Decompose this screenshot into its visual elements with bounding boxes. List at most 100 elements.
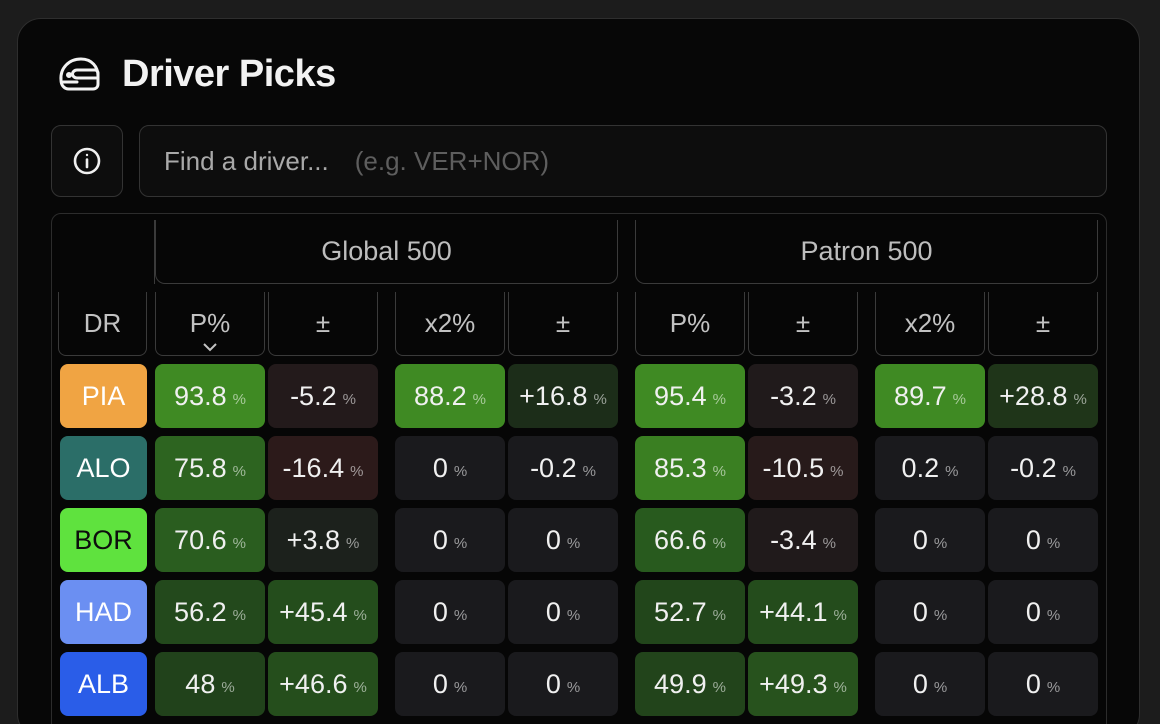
percent-sign: % <box>712 606 726 624</box>
search-placeholder: Find a driver... <box>164 145 329 176</box>
column-header-global-x2-pct[interactable]: x2% <box>395 292 505 356</box>
search-input[interactable]: Find a driver... (e.g. VER+NOR) <box>139 125 1107 197</box>
driver-badge-alb[interactable]: ALB <box>60 652 147 716</box>
cell-patron-pick-delta: -3.2% <box>748 364 858 428</box>
driver-badge-bor[interactable]: BOR <box>60 508 147 572</box>
percent-sign: % <box>232 462 246 480</box>
column-header-global-x2-delta[interactable]: ± <box>508 292 618 356</box>
driver-badge-alo[interactable]: ALO <box>60 436 147 500</box>
cell-value: 0 <box>545 524 561 555</box>
percent-sign: % <box>232 534 246 552</box>
cell-global-pick-delta: +45.4% <box>268 580 378 644</box>
column-header-patron-pick-pct[interactable]: P% <box>635 292 745 356</box>
cell-value: 89.7 <box>894 380 947 411</box>
percent-sign: % <box>472 390 486 408</box>
percent-sign: % <box>453 606 468 624</box>
percent-sign: % <box>453 678 468 696</box>
cell-global-x2-delta: 0% <box>508 580 618 644</box>
cell-value: 0 <box>912 524 928 555</box>
cell-value: -3.2 <box>770 380 817 411</box>
percent-sign: % <box>566 534 581 552</box>
cell-value: 49.9 <box>654 668 707 699</box>
cell-value: 88.2 <box>414 380 467 411</box>
cell-patron-x2-delta: 0% <box>988 580 1098 644</box>
column-header-global-pick-delta[interactable]: ± <box>268 292 378 356</box>
percent-sign: % <box>566 606 581 624</box>
chevron-down-icon <box>203 343 217 352</box>
cell-global-x2-delta: 0% <box>508 652 618 716</box>
cell-patron-x2-pct: 0% <box>875 580 985 644</box>
cell-value: +46.6 <box>279 668 348 699</box>
cell-value: 0 <box>1025 668 1041 699</box>
cell-value: -10.5 <box>762 452 825 483</box>
percent-sign: % <box>221 678 235 696</box>
percent-sign: % <box>1046 606 1061 624</box>
column-header-patron-pick-delta[interactable]: ± <box>748 292 858 356</box>
percent-sign: % <box>350 462 364 480</box>
cell-patron-x2-pct: 89.7% <box>875 364 985 428</box>
percent-sign: % <box>830 462 844 480</box>
cell-global-pick-pct: 48% <box>155 652 265 716</box>
cell-patron-pick-pct: 95.4% <box>635 364 745 428</box>
info-button[interactable] <box>51 125 123 197</box>
percent-sign: % <box>712 678 726 696</box>
percent-sign: % <box>353 678 367 696</box>
cell-global-pick-delta: -16.4% <box>268 436 378 500</box>
cell-value: 56.2 <box>174 596 227 627</box>
cell-patron-pick-pct: 85.3% <box>635 436 745 500</box>
percent-sign: % <box>933 534 948 552</box>
percent-sign: % <box>1046 534 1061 552</box>
column-header-patron-x2-pct[interactable]: x2% <box>875 292 985 356</box>
cell-patron-pick-pct: 52.7% <box>635 580 745 644</box>
page-title: Driver Picks <box>122 52 336 95</box>
percent-sign: % <box>712 534 726 552</box>
group-header-global: Global 500 <box>155 220 618 284</box>
percent-sign: % <box>833 606 847 624</box>
cell-patron-x2-delta: -0.2% <box>988 436 1098 500</box>
driver-picks-panel: Driver Picks Find a driver... (e.g. VER+… <box>17 18 1140 724</box>
cell-global-x2-pct: 0% <box>395 436 505 500</box>
cell-value: 70.6 <box>174 524 227 555</box>
cell-patron-x2-delta: 0% <box>988 508 1098 572</box>
percent-sign: % <box>833 678 847 696</box>
cell-value: 0 <box>432 452 448 483</box>
cell-value: +28.8 <box>999 380 1068 411</box>
group-header-patron: Patron 500 <box>635 220 1098 284</box>
column-header-patron-x2-delta[interactable]: ± <box>988 292 1098 356</box>
percent-sign: % <box>945 462 959 480</box>
cell-global-pick-delta: -5.2% <box>268 364 378 428</box>
cell-value: 93.8 <box>174 380 227 411</box>
cell-value: +49.3 <box>759 668 828 699</box>
cell-global-x2-pct: 0% <box>395 652 505 716</box>
cell-global-x2-pct: 0% <box>395 580 505 644</box>
cell-value: 75.8 <box>174 452 227 483</box>
cell-patron-pick-delta: -10.5% <box>748 436 858 500</box>
helmet-icon <box>56 51 102 97</box>
cell-global-pick-pct: 70.6% <box>155 508 265 572</box>
cell-patron-x2-delta: 0% <box>988 652 1098 716</box>
driver-badge-had[interactable]: HAD <box>60 580 147 644</box>
column-header-label: P% <box>189 308 231 338</box>
cell-value: 85.3 <box>654 452 707 483</box>
cell-global-pick-pct: 56.2% <box>155 580 265 644</box>
percent-sign: % <box>712 390 726 408</box>
percent-sign: % <box>345 534 360 552</box>
cell-patron-pick-delta: +44.1% <box>748 580 858 644</box>
cell-value: 95.4 <box>654 380 707 411</box>
driver-badge-pia[interactable]: PIA <box>60 364 147 428</box>
cell-value: 0 <box>1025 596 1041 627</box>
column-header-global-pick-pct[interactable]: P% <box>155 292 265 356</box>
cell-patron-pick-delta: -3.4% <box>748 508 858 572</box>
percent-sign: % <box>342 390 356 408</box>
cell-value: 0 <box>1025 524 1041 555</box>
percent-sign: % <box>593 390 607 408</box>
cell-value: -3.4 <box>770 524 817 555</box>
percent-sign: % <box>712 462 726 480</box>
cell-value: 0 <box>912 668 928 699</box>
cell-patron-pick-pct: 49.9% <box>635 652 745 716</box>
column-header-driver[interactable]: DR <box>58 292 147 356</box>
cell-patron-x2-delta: +28.8% <box>988 364 1098 428</box>
cell-value: -0.2 <box>530 452 577 483</box>
cell-value: 0 <box>432 524 448 555</box>
cell-value: 0 <box>432 596 448 627</box>
